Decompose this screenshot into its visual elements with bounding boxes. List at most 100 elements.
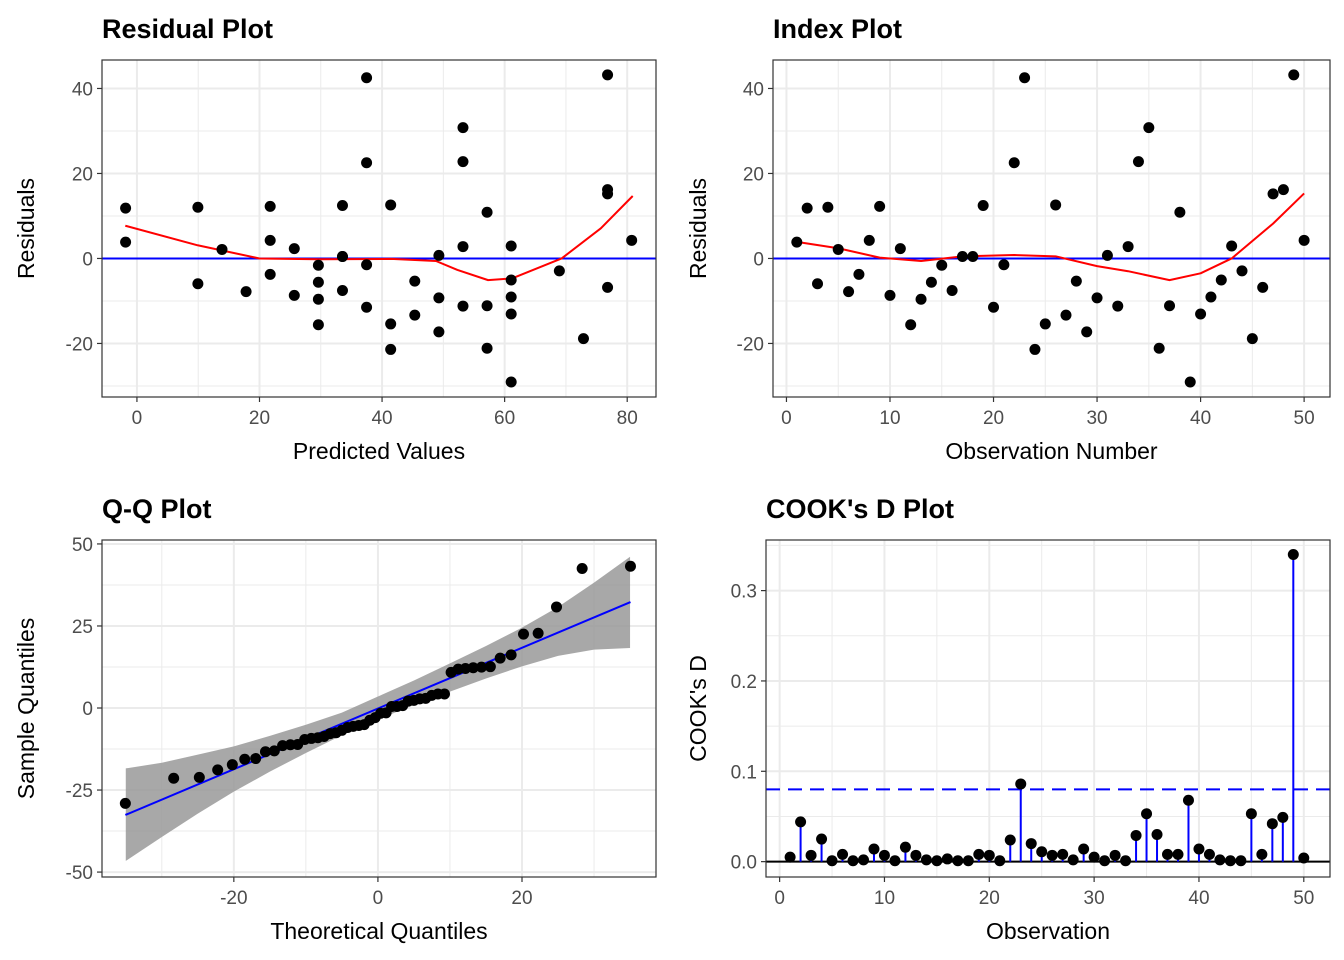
x-tick-label: 30	[1084, 888, 1105, 909]
data-point	[1151, 829, 1163, 841]
data-point	[1298, 852, 1310, 864]
data-point	[457, 300, 469, 312]
data-point	[336, 251, 348, 263]
data-point	[1287, 548, 1299, 560]
data-point	[1164, 300, 1176, 312]
y-axis-title: COOK's D	[685, 655, 711, 762]
y-tick-label: 40	[72, 79, 93, 100]
data-point	[385, 199, 397, 211]
panel-4: 0 10 20 30 40 50 0.0 0.1 0.2 0.3 COOK's D Plot Obse…	[685, 494, 1331, 944]
data-point	[481, 300, 493, 312]
data-point	[1141, 808, 1153, 820]
data-point	[532, 627, 544, 639]
data-point	[264, 234, 276, 246]
data-point	[816, 833, 828, 845]
data-point	[457, 122, 469, 134]
data-point	[484, 661, 496, 673]
data-point	[192, 278, 204, 290]
x-tick-label: -20	[220, 888, 247, 909]
data-point	[812, 278, 824, 290]
panel-2: 0 10 20 30 40 50 -20 0 20 40 Index Plot Observation…	[685, 14, 1331, 464]
x-tick-label: 20	[983, 408, 1004, 429]
data-point	[505, 291, 517, 303]
smooth-curve	[796, 192, 1305, 282]
data-point	[884, 289, 896, 301]
data-point	[1036, 846, 1048, 858]
data-point	[259, 746, 271, 758]
data-point	[936, 259, 948, 271]
data-point	[1130, 829, 1142, 841]
data-point	[1267, 188, 1279, 200]
data-point	[1132, 156, 1144, 168]
data-point	[409, 309, 421, 321]
x-tick-label: 40	[1190, 408, 1211, 429]
data-point	[977, 200, 989, 212]
plot-marks	[766, 548, 1330, 867]
x-tick-label: 30	[1086, 408, 1107, 429]
data-point	[832, 243, 844, 255]
data-point	[946, 285, 958, 297]
data-point	[336, 285, 348, 297]
data-point	[1182, 794, 1194, 806]
panel-3: -20 0 20 -50 -25 0 25 50 Q-Q Plot Theoretical Qua…	[13, 494, 657, 944]
data-point	[312, 259, 324, 271]
x-tick-label: 50	[1293, 888, 1314, 909]
panel-border	[765, 539, 1331, 878]
data-point	[624, 560, 636, 572]
data-point	[791, 236, 803, 248]
x-tick-label: 0	[781, 408, 792, 429]
data-point	[889, 855, 901, 867]
data-point	[1203, 848, 1215, 860]
data-point	[119, 797, 131, 809]
data-point	[457, 241, 469, 253]
data-point	[1257, 281, 1269, 293]
data-point	[505, 308, 517, 320]
y-tick-label: 0	[753, 249, 764, 270]
data-point	[120, 236, 132, 248]
data-point	[847, 855, 859, 867]
data-point	[988, 301, 1000, 313]
data-point	[467, 662, 479, 674]
data-point	[1122, 241, 1134, 253]
data-point	[784, 851, 796, 863]
qq-line	[124, 601, 631, 816]
data-point	[288, 243, 300, 255]
data-point	[476, 661, 488, 673]
panel-title: Q-Q Plot	[102, 494, 212, 524]
data-point	[863, 234, 875, 246]
data-point	[212, 764, 224, 776]
data-point	[577, 333, 589, 345]
data-point	[518, 628, 530, 640]
data-point	[505, 274, 517, 286]
data-point	[1214, 854, 1226, 866]
data-point	[1057, 848, 1069, 860]
data-point	[967, 251, 979, 263]
data-point	[857, 854, 869, 866]
data-point	[826, 855, 838, 867]
data-point	[1224, 855, 1236, 867]
data-point	[1008, 157, 1020, 169]
data-point	[910, 849, 922, 861]
y-tick-label: -50	[66, 863, 93, 884]
data-point	[878, 849, 890, 861]
data-point	[336, 200, 348, 212]
data-point	[1172, 848, 1184, 860]
y-tick-label: -20	[737, 334, 764, 355]
x-tick-label: 10	[879, 408, 900, 429]
data-point	[1060, 309, 1072, 321]
data-point	[1101, 249, 1113, 261]
plot-marks	[773, 69, 1330, 388]
data-point	[1143, 122, 1155, 134]
data-point	[1245, 808, 1257, 820]
y-tick-label: 0.2	[731, 672, 757, 693]
data-point	[1256, 848, 1268, 860]
data-point	[505, 649, 517, 661]
data-point	[1070, 275, 1082, 287]
data-point	[843, 286, 855, 298]
data-point	[1162, 848, 1174, 860]
plot-marks	[119, 556, 636, 861]
data-point	[438, 688, 450, 700]
data-point	[268, 745, 280, 757]
data-point	[1215, 274, 1227, 286]
data-point	[1277, 184, 1289, 196]
